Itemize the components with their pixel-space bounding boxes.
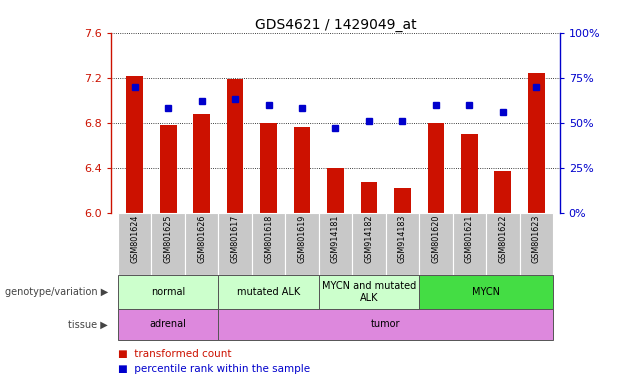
Bar <box>227 79 244 213</box>
Text: GSM801621: GSM801621 <box>465 215 474 263</box>
Text: GSM914182: GSM914182 <box>364 215 373 263</box>
Text: adrenal: adrenal <box>149 319 186 329</box>
Bar <box>419 275 553 309</box>
Bar <box>252 213 286 275</box>
Bar <box>427 123 444 213</box>
Text: GSM801619: GSM801619 <box>298 215 307 263</box>
Text: GSM914181: GSM914181 <box>331 215 340 263</box>
Bar <box>118 213 151 275</box>
Bar <box>218 275 319 309</box>
Bar <box>118 309 218 340</box>
Text: GSM801625: GSM801625 <box>163 215 173 263</box>
Text: ■  percentile rank within the sample: ■ percentile rank within the sample <box>118 364 310 374</box>
Text: GSM801623: GSM801623 <box>532 215 541 263</box>
Bar <box>453 213 486 275</box>
Bar <box>419 213 453 275</box>
Bar <box>327 168 344 213</box>
Bar <box>127 76 143 213</box>
Text: GSM801622: GSM801622 <box>498 215 508 263</box>
Bar <box>385 213 419 275</box>
Bar <box>160 125 177 213</box>
Bar <box>185 213 218 275</box>
Bar <box>151 213 185 275</box>
Bar <box>294 127 310 213</box>
Text: GSM801626: GSM801626 <box>197 215 206 263</box>
Text: genotype/variation ▶: genotype/variation ▶ <box>5 287 108 297</box>
Text: normal: normal <box>151 287 185 297</box>
Text: GSM801620: GSM801620 <box>431 215 440 263</box>
Text: GSM801618: GSM801618 <box>264 215 273 263</box>
Bar <box>218 309 553 340</box>
Bar <box>260 123 277 213</box>
Text: MYCN and mutated
ALK: MYCN and mutated ALK <box>322 281 416 303</box>
Text: mutated ALK: mutated ALK <box>237 287 300 297</box>
Text: GSM801624: GSM801624 <box>130 215 139 263</box>
Bar <box>494 171 511 213</box>
Text: MYCN: MYCN <box>472 287 500 297</box>
Text: tissue ▶: tissue ▶ <box>68 319 108 329</box>
Text: tumor: tumor <box>371 319 401 329</box>
Bar <box>394 188 411 213</box>
Bar <box>528 73 544 213</box>
Bar <box>193 114 210 213</box>
Text: ■  transformed count: ■ transformed count <box>118 349 231 359</box>
Bar <box>319 213 352 275</box>
Bar <box>319 275 419 309</box>
Bar <box>218 213 252 275</box>
Bar <box>352 213 385 275</box>
Bar <box>286 213 319 275</box>
Bar <box>361 182 377 213</box>
Title: GDS4621 / 1429049_at: GDS4621 / 1429049_at <box>254 18 417 31</box>
Bar <box>461 134 478 213</box>
Text: GSM914183: GSM914183 <box>398 215 407 263</box>
Bar <box>520 213 553 275</box>
Bar <box>486 213 520 275</box>
Text: GSM801617: GSM801617 <box>231 215 240 263</box>
Bar <box>118 275 218 309</box>
